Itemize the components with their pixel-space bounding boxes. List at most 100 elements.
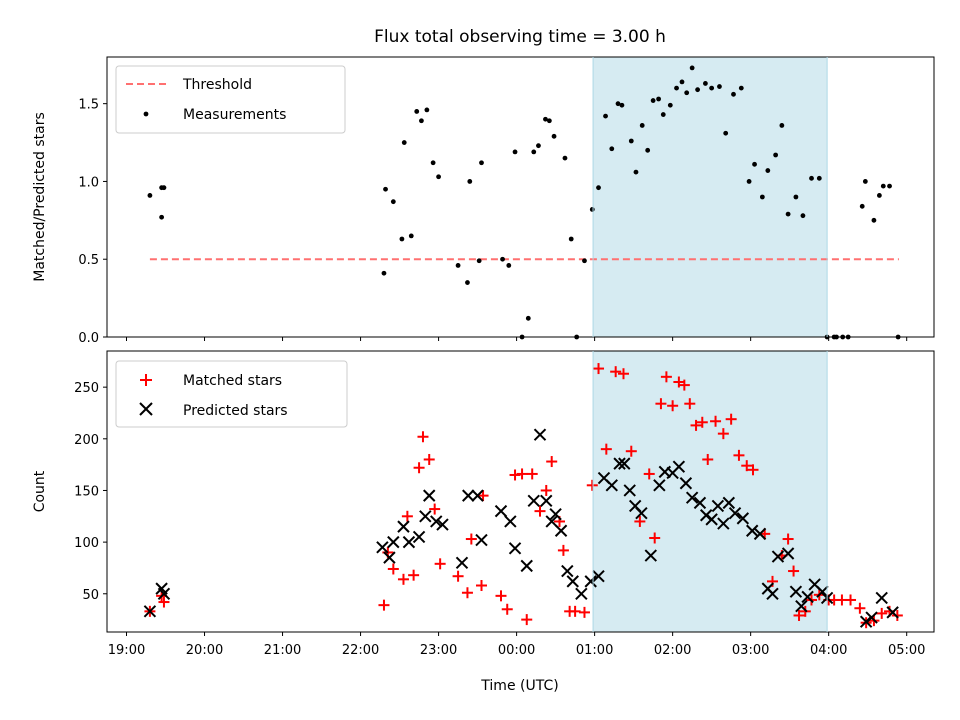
x-stroke-b xyxy=(527,494,540,508)
y-tick-label: 150 xyxy=(74,484,99,499)
x-stroke-b xyxy=(628,499,642,513)
predicted-star-point xyxy=(494,504,508,518)
matched-star-point xyxy=(625,445,637,457)
x-stroke-b xyxy=(722,496,736,510)
predicted-star-point xyxy=(383,551,396,564)
predicted-star-point xyxy=(436,518,449,531)
predicted-star-point xyxy=(157,587,171,600)
measurement-point xyxy=(603,113,608,119)
x-tick-label: 03:00 xyxy=(732,643,769,658)
predicted-star-point xyxy=(613,457,626,470)
matched-star-point xyxy=(465,533,477,545)
ratio-panel: 0.0 0.5 1.0 1.5 Matched/Predicted stars Thr… xyxy=(32,56,935,346)
predicted-star-point xyxy=(623,484,636,497)
x-stroke-b xyxy=(383,551,396,564)
matched-star-point xyxy=(793,609,805,621)
measurement-point xyxy=(159,214,165,220)
x-stroke-b xyxy=(705,513,718,526)
measurement-point xyxy=(650,98,656,103)
predicted-star-point xyxy=(566,575,579,588)
predicted-star-point xyxy=(520,559,533,573)
measurement-point xyxy=(765,168,771,173)
matched-star-point xyxy=(378,599,390,611)
matched-star-point xyxy=(741,460,753,472)
matched-star-point xyxy=(501,603,513,615)
measurement-point xyxy=(582,258,587,264)
x-tick-label: 19:00 xyxy=(108,643,145,658)
measurement-point xyxy=(785,211,791,217)
predicted-star-point xyxy=(561,564,574,578)
predicted-star-point xyxy=(766,587,779,600)
x-stroke-b xyxy=(402,535,416,549)
measurement-point xyxy=(703,81,708,86)
measurement-point xyxy=(436,174,441,180)
matched-star-point xyxy=(495,590,507,602)
matched-star-point xyxy=(546,456,558,468)
predicted-star-point xyxy=(397,520,410,533)
x-stroke-b xyxy=(711,499,725,513)
x-stroke-b xyxy=(693,496,707,510)
measurement-point xyxy=(717,84,722,89)
x-tick-label: 01:00 xyxy=(576,643,613,658)
measurement-point xyxy=(660,112,666,117)
x-stroke-b xyxy=(412,530,426,544)
x-stroke-b xyxy=(430,515,443,528)
y-tick-label: 1.5 xyxy=(78,98,99,113)
predicted-star-point xyxy=(753,527,767,541)
x-stroke-b xyxy=(423,489,436,502)
measurement-point xyxy=(399,236,405,242)
measurement-point xyxy=(596,185,601,191)
x-stroke-b xyxy=(865,611,878,624)
predicted-star-point xyxy=(781,547,795,560)
measurement-point xyxy=(562,155,568,161)
measurement-point xyxy=(667,102,673,108)
matched-star-point xyxy=(569,605,581,617)
x-stroke-b xyxy=(376,541,389,554)
measurement-point xyxy=(589,207,595,212)
matched-star-point xyxy=(696,416,708,428)
measurement-point xyxy=(633,169,639,175)
x-tick-label: 22:00 xyxy=(342,643,379,658)
matched-star-point xyxy=(600,443,612,455)
predicted-star-point xyxy=(402,535,416,549)
measurement-point xyxy=(401,140,407,145)
matched-star-point xyxy=(725,413,737,425)
measurement-point xyxy=(800,213,806,219)
measurement-point xyxy=(731,91,736,97)
x-stroke-b xyxy=(540,494,553,508)
measurement-point xyxy=(723,130,729,136)
predicted-star-point xyxy=(685,491,699,504)
predicted-star-point xyxy=(705,513,718,526)
x-stroke-b xyxy=(143,605,157,618)
matched-star-point xyxy=(526,468,538,480)
x-stroke-b xyxy=(613,457,626,470)
x-stroke-b xyxy=(644,549,657,562)
measurement-point xyxy=(859,203,865,209)
matched-star-point xyxy=(854,602,866,614)
matched-star-point xyxy=(521,614,533,626)
legend-predicted-label: Predicted stars xyxy=(183,403,288,419)
predicted-star-point xyxy=(455,556,469,569)
matched-star-point xyxy=(655,398,667,410)
matched-star-point xyxy=(782,533,794,545)
count-panel: 19:00 20:00 21:00 22:00 23:00 00:00 01:00 02:00… xyxy=(32,350,935,694)
x-tick-label: 20:00 xyxy=(186,643,223,658)
measurement-point xyxy=(656,96,661,102)
x-stroke-b xyxy=(728,506,742,520)
x-stroke-b xyxy=(455,556,469,569)
measurement-point xyxy=(500,256,505,262)
x-stroke-b xyxy=(397,520,410,533)
x-stroke-b xyxy=(155,582,168,595)
x-ticks-top xyxy=(126,337,908,341)
predicted-star-point xyxy=(545,515,558,528)
matched-star-point xyxy=(617,368,629,380)
matched-star-point xyxy=(477,490,489,502)
measurement-point xyxy=(424,107,430,113)
matched-star-point xyxy=(475,580,487,592)
x-stroke-b xyxy=(717,517,730,530)
x-stroke-b xyxy=(685,491,699,504)
measurement-point xyxy=(816,175,822,181)
x-stroke-b xyxy=(789,585,803,598)
predicted-star-point xyxy=(575,587,588,600)
measurement-point xyxy=(479,160,484,166)
